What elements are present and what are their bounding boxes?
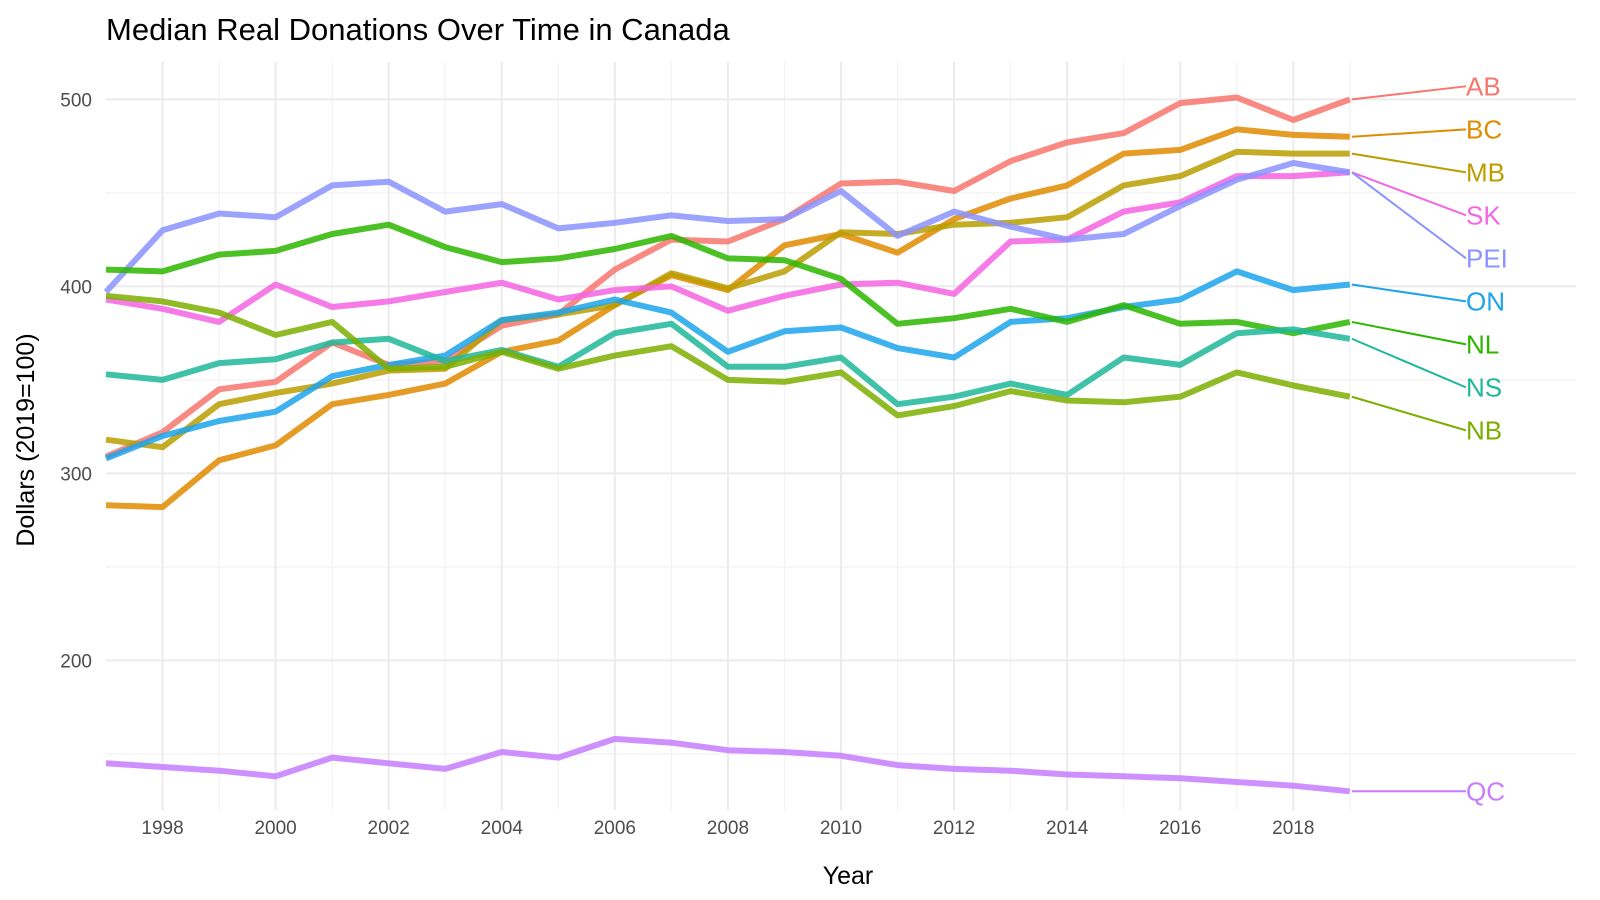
y-tick-label: 500 [60,90,92,111]
y-axis-title: Dollars (2019=100) [12,333,40,546]
series-leader-bc [1351,128,1467,138]
series-line-ns [105,320,1351,408]
series-label-mb: MB [1466,157,1505,187]
y-axis-ticks: 200 300 400 500 [60,90,92,672]
y-tick-label: 400 [60,277,92,298]
x-tick-label: 2008 [707,818,749,839]
series-line-sk [105,169,1351,325]
series-line-qc [105,735,1351,795]
x-tick-label: 2014 [1046,818,1089,839]
x-axis-ticks: 1998 2000 2002 2004 2006 2008 2010 2012 2014 2016… [141,818,1314,839]
series-leader-nb [1351,395,1467,432]
x-tick-label: 2002 [368,818,410,839]
series-line-pei [103,160,1351,295]
x-axis-title: Year [823,862,874,890]
series-label-sk: SK [1466,200,1501,230]
series-line-on [104,268,1351,462]
series-leader-sk [1351,171,1467,217]
x-tick-label: 2012 [933,818,975,839]
series-label-nl: NL [1466,329,1499,359]
series-leader-ns [1351,337,1467,389]
y-tick-label: 200 [60,651,92,672]
series-label-on: ON [1466,286,1505,316]
series-lines [103,94,1351,795]
x-tick-label: 2006 [594,818,636,839]
series-line-nb [105,292,1351,419]
series-label-pei: PEI [1466,243,1508,273]
series-leader-on [1351,283,1467,303]
series-leader-pei [1351,171,1467,260]
series-leader-nl [1351,320,1467,346]
series-leader-ab [1351,85,1467,101]
series-line-nl [105,221,1351,337]
series-label-bc: BC [1466,114,1502,144]
series-labels: AB BC MB SK PEI ON NL NS NB QC [1466,71,1508,806]
series-label-ns: NS [1466,372,1502,402]
x-tick-label: 2000 [254,818,296,839]
series-line-ab [104,94,1351,460]
series-label-leaders [1351,85,1467,793]
series-label-nb: NB [1466,415,1502,445]
x-tick-label: 2010 [820,818,862,839]
x-tick-label: 2016 [1159,818,1201,839]
series-leader-mb [1351,152,1467,174]
series-label-qc: QC [1466,776,1505,806]
y-tick-label: 300 [60,464,92,485]
x-tick-label: 1998 [141,818,183,839]
series-label-ab: AB [1466,71,1501,101]
x-tick-label: 2004 [481,818,524,839]
x-tick-label: 2018 [1272,818,1314,839]
chart-title: Median Real Donations Over Time in Canad… [106,12,731,47]
